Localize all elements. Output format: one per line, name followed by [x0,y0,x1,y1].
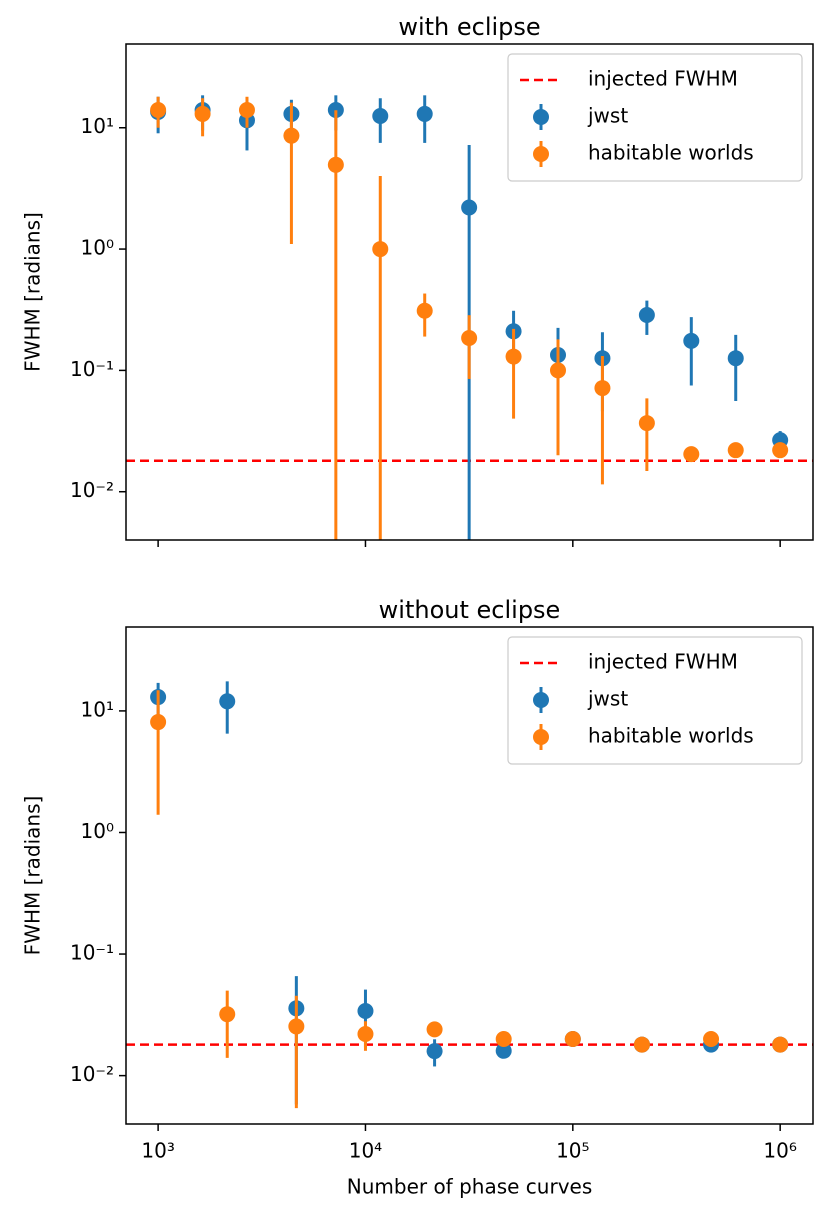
data-point [633,1036,650,1053]
y-tick-label: 10⁻² [70,478,114,502]
data-point [283,127,300,144]
data-point [416,105,433,122]
legend-label: jwst [587,687,628,711]
axes-frame [125,43,814,541]
data-point [505,348,522,365]
data-point [638,415,655,432]
y-tick-label: 10¹ [81,114,114,138]
x-tick-label: 10⁶ [763,1139,796,1163]
data-point [416,302,433,319]
data-point [150,102,167,119]
data-point [238,102,255,119]
legend-label: habitable worlds [588,141,754,165]
data-point [772,442,789,459]
data-point [461,199,478,216]
data-point [426,1043,443,1060]
x-tick-label: 10³ [141,1139,174,1163]
y-tick-label: 10⁰ [81,819,114,843]
x-tick-label: 10⁵ [556,1139,589,1163]
data-point [727,350,744,367]
x-tick-label: 10⁴ [349,1139,382,1163]
legend-label: injected FWHM [588,67,738,91]
data-point [372,107,389,124]
data-point [703,1031,720,1048]
data-point [683,446,700,463]
data-point [219,693,236,710]
data-point [357,1003,374,1020]
legend-box [507,636,803,765]
data-point [594,380,611,397]
legend-label: injected FWHM [588,650,738,674]
legend-box [507,53,803,182]
legend: injected FWHM jwst habitable worlds [507,636,803,765]
legend-label: habitable worlds [588,724,754,748]
data-point [564,1031,581,1048]
data-point [638,307,655,324]
data-point [495,1042,512,1059]
data-point [194,105,211,122]
plot-area [126,95,813,540]
data-point [727,442,744,459]
panel: without eclipse FWHM [radians] Number of p… [21,596,814,1199]
data-point [550,362,567,379]
y-axis-label: FWHM [radians] [21,796,45,956]
legend-label: jwst [587,104,628,128]
data-point [327,102,344,119]
plot-area [126,681,813,1109]
legend-swatch [533,692,549,708]
y-tick-label: 10⁰ [81,236,114,260]
data-point [683,332,700,349]
panel-title: with eclipse [398,13,540,41]
y-tick-label: 10⁻² [70,1062,114,1086]
legend-swatch [533,109,549,125]
data-point [426,1021,443,1038]
data-point [372,241,389,258]
y-tick-label: 10⁻¹ [70,941,114,965]
axes-frame [125,626,814,1125]
x-axis-label: Number of phase curves [347,1175,593,1199]
data-point [461,329,478,346]
data-point [495,1031,512,1048]
y-tick-label: 10⁻¹ [70,357,114,381]
data-point [219,1006,236,1023]
legend-swatch [533,146,549,162]
data-point [150,714,167,731]
y-axis-label: FWHM [radians] [21,212,45,372]
data-point [327,156,344,173]
data-point [357,1025,374,1042]
legend-swatch [533,729,549,745]
legend: injected FWHM jwst habitable worlds [507,53,803,182]
panel-title: without eclipse [379,596,561,624]
panel: with eclipse FWHM [radians] 10⁻² 10⁻¹ 10⁰ 10¹… [21,13,814,547]
data-point [288,1018,305,1035]
y-tick-label: 10¹ [81,697,114,721]
data-point [772,1036,789,1053]
